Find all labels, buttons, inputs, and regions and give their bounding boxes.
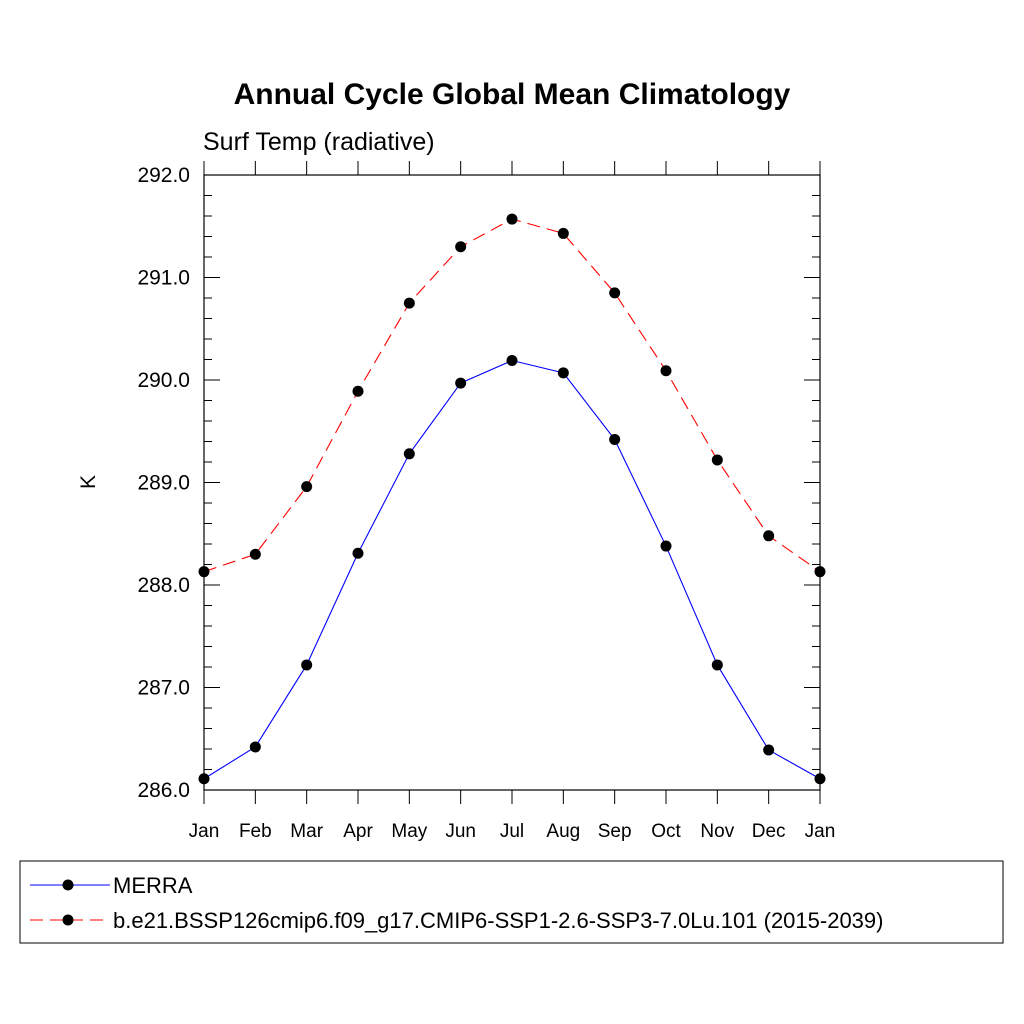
series-2-point — [506, 213, 518, 225]
series-2-point — [301, 481, 313, 493]
x-tick-label: Oct — [651, 821, 681, 842]
series-1-point — [301, 659, 313, 671]
x-tick-label: Feb — [239, 821, 272, 842]
legend-label-1: MERRA — [113, 873, 193, 898]
series-1-point — [763, 744, 775, 756]
series-1-point — [506, 355, 518, 367]
x-tick-label: Dec — [752, 821, 786, 842]
x-tick-label: Jan — [805, 821, 836, 842]
y-tick-label: 288.0 — [137, 574, 190, 597]
series-1-point — [660, 540, 672, 552]
series-1-point — [198, 773, 210, 785]
series-1-point — [352, 547, 364, 559]
x-tick-label: Aug — [546, 821, 580, 842]
series-2-point — [763, 530, 775, 542]
y-tick-label: 289.0 — [137, 472, 190, 495]
y-tick-label: 287.0 — [137, 677, 190, 700]
series-line-1 — [203, 359, 821, 780]
series-1-point — [609, 433, 621, 445]
y-axis-label: K — [77, 475, 100, 489]
series-2-point — [609, 287, 621, 299]
series-2-point — [711, 454, 723, 466]
x-tick-label: Jun — [445, 821, 476, 842]
series-layer — [198, 213, 826, 785]
x-tick-label: Jan — [189, 821, 220, 842]
legend-label-2: b.e21.BSSP126cmip6.f09_g17.CMIP6-SSP1-2.… — [113, 908, 883, 933]
legend-box — [19, 860, 1004, 944]
x-tick-label: May — [391, 821, 427, 842]
legend-marker-2 — [62, 914, 74, 926]
series-1-point — [814, 773, 826, 785]
x-axis-ticks: Jan Feb Mar Apr May Jun Jul Aug Sep Oct Nov Dec Jan — [189, 161, 836, 842]
y-tick-label: 290.0 — [137, 369, 190, 392]
series-2-point — [403, 297, 415, 309]
series-1-point — [711, 659, 723, 671]
legend: MERRA b.e21.BSSP126cmip6.f09_g17.CMIP6-SS… — [30, 873, 883, 933]
x-tick-label: Jul — [500, 821, 524, 842]
series-2-point — [249, 548, 261, 560]
series-1-point — [557, 367, 569, 379]
series-2-point — [660, 365, 672, 377]
series-2-point — [557, 227, 569, 239]
x-tick-label: Apr — [343, 821, 373, 842]
series-1-point — [455, 377, 467, 389]
y-tick-label: 292.0 — [137, 164, 190, 187]
series-2-point — [455, 241, 467, 253]
y-tick-label: 286.0 — [137, 779, 190, 802]
chart-title: Annual Cycle Global Mean Climatology — [234, 78, 791, 111]
series-1-point — [249, 741, 261, 753]
series-2-point — [352, 385, 364, 397]
x-tick-label: Mar — [290, 821, 323, 842]
x-tick-label: Nov — [700, 821, 734, 842]
x-tick-label: Sep — [598, 821, 632, 842]
plot-frame — [203, 174, 821, 791]
y-axis-ticks: 286.0 287.0 288.0 289.0 290.0 291.0 292.0 — [137, 164, 820, 802]
series-line-2 — [203, 218, 821, 573]
legend-marker-1 — [62, 879, 74, 891]
series-2-point — [198, 566, 210, 578]
y-tick-label: 291.0 — [137, 267, 190, 290]
series-2-point — [814, 566, 826, 578]
series-1-point — [403, 448, 415, 460]
chart-subtitle: Surf Temp (radiative) — [203, 128, 435, 156]
